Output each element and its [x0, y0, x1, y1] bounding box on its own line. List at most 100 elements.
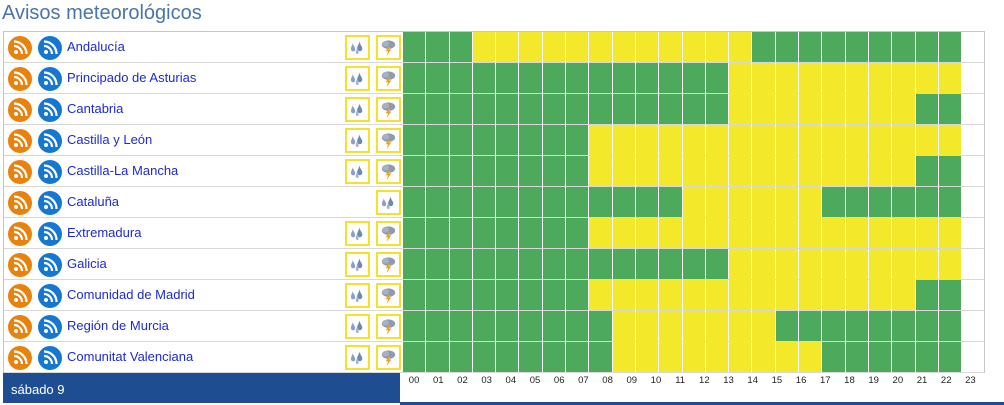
hour-cell-green — [566, 187, 590, 217]
thunderstorm-icon[interactable] — [376, 128, 401, 153]
hour-cell-yellow — [752, 94, 776, 124]
region-link[interactable]: Comunidad de Madrid — [67, 287, 195, 302]
rss-icon[interactable] — [38, 315, 62, 339]
region-link[interactable]: Extremadura — [67, 225, 142, 240]
hour-cell-green — [612, 249, 636, 279]
thunderstorm-icon[interactable] — [376, 314, 401, 339]
rss-icon[interactable] — [8, 36, 32, 60]
thunderstorm-icon[interactable] — [376, 252, 401, 277]
thunderstorm-icon[interactable] — [376, 283, 401, 308]
thunderstorm-icon[interactable] — [376, 221, 401, 246]
hour-cell-yellow — [938, 125, 963, 155]
hour-cell-green — [472, 187, 497, 217]
hour-cell-green — [542, 63, 567, 93]
rain-icon[interactable] — [345, 221, 370, 246]
hourly-warning-strip — [403, 311, 963, 341]
rain-icon[interactable] — [345, 35, 370, 60]
region-link[interactable]: Principado de Asturias — [67, 70, 197, 85]
rss-icon[interactable] — [38, 67, 62, 91]
hour-cell-green — [449, 311, 473, 341]
region-link[interactable]: Castilla y León — [67, 132, 153, 147]
rss-icon[interactable] — [38, 36, 62, 60]
hour-cell-yellow — [659, 342, 683, 372]
hour-cell-green — [403, 280, 427, 310]
rss-icon[interactable] — [8, 315, 32, 339]
hour-cell-green — [496, 156, 520, 186]
hour-cell-yellow — [752, 280, 776, 310]
rss-icon[interactable] — [8, 191, 32, 215]
rain-icon[interactable] — [345, 128, 370, 153]
hour-cell-green — [938, 32, 963, 62]
hour-cell-yellow — [659, 218, 683, 248]
thunderstorm-icon[interactable] — [376, 159, 401, 184]
hour-cell-yellow — [892, 63, 916, 93]
rss-icon[interactable] — [38, 160, 62, 184]
region-link[interactable]: Castilla-La Mancha — [67, 163, 179, 178]
hour-cell-green — [403, 218, 427, 248]
region-link[interactable]: Cantabria — [67, 101, 124, 116]
rss-icon[interactable] — [8, 67, 32, 91]
rss-icon[interactable] — [38, 284, 62, 308]
rss-icon[interactable] — [38, 98, 62, 122]
hour-label: 07 — [578, 375, 589, 386]
rain-icon[interactable] — [345, 252, 370, 277]
hour-cell-yellow — [729, 249, 753, 279]
rss-icon[interactable] — [38, 222, 62, 246]
hour-cell-green — [589, 249, 613, 279]
hourly-warning-strip — [403, 156, 963, 186]
rss-icon[interactable] — [8, 222, 32, 246]
region-link[interactable]: Andalucía — [67, 39, 125, 54]
hour-cell-yellow — [799, 280, 823, 310]
thunderstorm-icon[interactable] — [376, 97, 401, 122]
hour-cell-green — [938, 311, 963, 341]
hour-cell-green — [589, 187, 613, 217]
region-link[interactable]: Cataluña — [67, 194, 120, 209]
hour-cell-yellow — [775, 249, 800, 279]
region-link[interactable]: Región de Murcia — [67, 318, 169, 333]
hour-cell-yellow — [892, 125, 916, 155]
hour-cell-green — [589, 311, 613, 341]
hour-cell-green — [542, 342, 567, 372]
rss-icon[interactable] — [8, 129, 32, 153]
region-link[interactable]: Galicia — [67, 256, 107, 271]
hour-cell-green — [542, 156, 567, 186]
hour-cell-yellow — [659, 280, 683, 310]
hour-cell-green — [449, 156, 473, 186]
hour-cell-yellow — [659, 311, 683, 341]
rain-icon[interactable] — [345, 314, 370, 339]
rss-icon[interactable] — [38, 191, 62, 215]
hour-cell-green — [403, 125, 427, 155]
rss-icon[interactable] — [38, 253, 62, 277]
region-link[interactable]: Comunitat Valenciana — [67, 349, 194, 364]
rain-icon[interactable] — [376, 190, 401, 215]
hour-label: 10 — [650, 375, 662, 386]
rss-icon[interactable] — [38, 346, 62, 370]
rain-icon[interactable] — [345, 283, 370, 308]
hour-cell-yellow — [752, 249, 776, 279]
rss-icon[interactable] — [8, 346, 32, 370]
hour-cell-yellow — [799, 125, 823, 155]
rss-icon[interactable] — [8, 98, 32, 122]
thunderstorm-icon[interactable] — [376, 35, 401, 60]
hour-cell-green — [566, 342, 590, 372]
hour-cell-yellow — [845, 280, 869, 310]
hour-cell-green — [472, 94, 497, 124]
hour-cell-yellow — [635, 125, 660, 155]
hour-cell-yellow — [775, 187, 800, 217]
rain-icon[interactable] — [345, 97, 370, 122]
rain-icon[interactable] — [345, 66, 370, 91]
thunderstorm-icon[interactable] — [376, 345, 401, 370]
rain-icon[interactable] — [345, 159, 370, 184]
rss-icon[interactable] — [8, 284, 32, 308]
rain-icon[interactable] — [345, 345, 370, 370]
thunderstorm-icon[interactable] — [376, 66, 401, 91]
hour-cell-green — [496, 94, 520, 124]
rss-icon[interactable] — [8, 253, 32, 277]
hour-cell-green — [612, 187, 636, 217]
rss-icon[interactable] — [8, 160, 32, 184]
hour-cell-green — [705, 63, 730, 93]
hour-cell-green — [938, 156, 963, 186]
rss-icon[interactable] — [38, 129, 62, 153]
hour-cell-green — [635, 94, 660, 124]
hour-label: 18 — [844, 375, 855, 386]
